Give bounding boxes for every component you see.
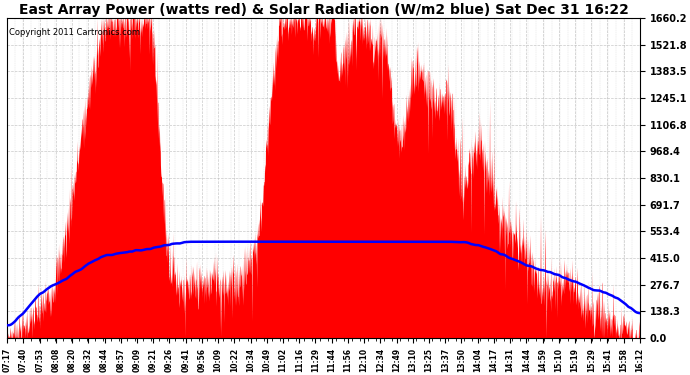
Text: Copyright 2011 Cartronics.com: Copyright 2011 Cartronics.com xyxy=(8,27,139,36)
Title: East Array Power (watts red) & Solar Radiation (W/m2 blue) Sat Dec 31 16:22: East Array Power (watts red) & Solar Rad… xyxy=(19,3,629,17)
